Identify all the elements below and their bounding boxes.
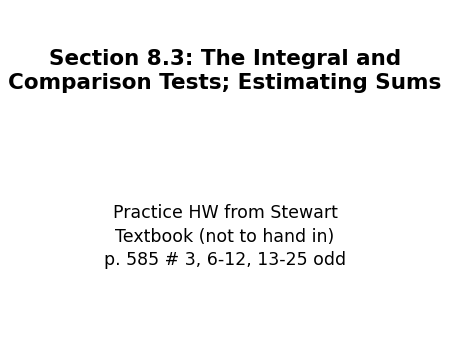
Text: Practice HW from Stewart
Textbook (not to hand in)
p. 585 # 3, 6-12, 13-25 odd: Practice HW from Stewart Textbook (not t…: [104, 204, 346, 269]
Text: Section 8.3: The Integral and
Comparison Tests; Estimating Sums: Section 8.3: The Integral and Comparison…: [8, 49, 442, 93]
